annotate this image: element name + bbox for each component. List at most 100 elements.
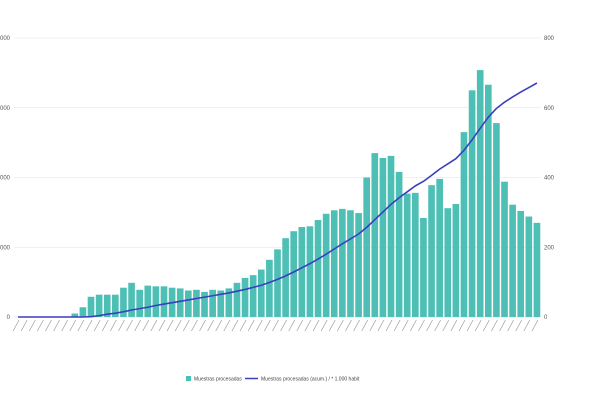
- x-tick: [515, 319, 523, 332]
- x-tick: [110, 319, 117, 332]
- bar: [176, 288, 184, 317]
- bar: [322, 213, 330, 317]
- bar: [403, 193, 411, 317]
- x-tick: [280, 319, 287, 332]
- bar: [468, 90, 476, 317]
- bar: [525, 216, 533, 317]
- x-tick: [142, 319, 150, 332]
- x-tick: [126, 319, 133, 332]
- bar: [290, 231, 298, 317]
- x-tick: [434, 319, 441, 332]
- legend-label-line: Muestras procesadas (acum.) / * 1.000 ha…: [261, 377, 360, 383]
- x-tick: [85, 319, 93, 332]
- bar: [387, 155, 395, 317]
- x-tick: [20, 319, 28, 332]
- bar: [241, 277, 249, 317]
- bar: [136, 289, 143, 317]
- bar: [112, 294, 119, 317]
- legend-swatch-bars: [186, 376, 191, 381]
- x-tick: [223, 319, 231, 332]
- x-tick: [523, 319, 531, 332]
- bar: [266, 259, 273, 317]
- bar: [103, 294, 111, 317]
- left-axis-ticks: 0 1,000 2,000 3,000 4,000: [0, 36, 11, 321]
- x-tick: [507, 319, 514, 332]
- bar: [209, 289, 216, 317]
- bar: [282, 238, 289, 317]
- x-tick: [53, 319, 60, 332]
- x-tick: [337, 319, 344, 332]
- bar: [412, 192, 419, 317]
- bar: [95, 294, 103, 317]
- bar: [347, 210, 354, 317]
- bar: [71, 313, 79, 317]
- x-tick: [450, 319, 458, 332]
- left-tick-label: 4,000: [0, 36, 11, 42]
- right-tick-label: 800: [544, 36, 555, 42]
- x-tick: [304, 319, 312, 332]
- bar: [460, 132, 468, 317]
- bar-series: [71, 70, 541, 318]
- left-tick-label: 2,000: [0, 176, 11, 182]
- x-tick: [531, 319, 539, 332]
- bar: [79, 307, 87, 317]
- x-tick: [101, 319, 109, 332]
- legend-label-bars: Muestras procesadas: [194, 377, 242, 383]
- bar: [395, 171, 403, 317]
- line-series: [18, 82, 538, 318]
- x-tick: [393, 319, 401, 332]
- bar: [452, 204, 460, 317]
- bar: [298, 227, 306, 317]
- cumulative-line: [18, 82, 538, 318]
- right-tick-label: 600: [544, 106, 555, 112]
- x-tick: [150, 319, 158, 332]
- bar: [87, 296, 95, 317]
- bar: [120, 287, 127, 317]
- bar: [371, 153, 379, 317]
- bar: [420, 217, 427, 317]
- left-tick-label: 3,000: [0, 106, 11, 112]
- bar: [355, 213, 362, 317]
- bar: [428, 185, 435, 317]
- bar: [517, 210, 525, 317]
- legend: Muestras procesadas Muestras procesadas …: [186, 376, 360, 383]
- x-tick: [183, 319, 190, 332]
- right-tick-label: 0: [544, 315, 548, 321]
- bar: [484, 84, 492, 317]
- x-tick: [45, 319, 52, 332]
- x-tick: [320, 319, 328, 332]
- x-tick: [377, 319, 385, 332]
- x-tick: [191, 319, 198, 332]
- x-tick: [491, 319, 498, 332]
- x-tick: [264, 319, 271, 332]
- bar: [501, 181, 508, 317]
- x-tick: [458, 319, 466, 332]
- x-tick: [499, 319, 506, 332]
- x-tick: [37, 319, 44, 332]
- bar: [476, 70, 484, 318]
- x-tick: [272, 319, 279, 332]
- x-tick: [158, 319, 166, 332]
- x-axis-ticks: [12, 319, 539, 332]
- x-tick: [466, 319, 474, 332]
- bar: [217, 290, 225, 317]
- bar: [257, 269, 265, 317]
- bar: [160, 286, 168, 317]
- x-tick: [361, 319, 368, 332]
- x-tick: [134, 319, 141, 332]
- bar: [144, 285, 152, 317]
- right-tick-label: 200: [544, 245, 555, 251]
- x-tick: [231, 319, 239, 332]
- x-tick: [442, 319, 450, 332]
- x-tick: [328, 319, 336, 332]
- x-tick: [288, 319, 296, 332]
- x-tick: [296, 319, 304, 332]
- bar: [184, 290, 192, 317]
- x-tick: [385, 319, 393, 332]
- bar: [436, 178, 443, 317]
- x-tick: [255, 319, 263, 332]
- right-tick-label: 400: [544, 176, 555, 182]
- x-tick: [69, 319, 77, 332]
- bar: [193, 289, 200, 317]
